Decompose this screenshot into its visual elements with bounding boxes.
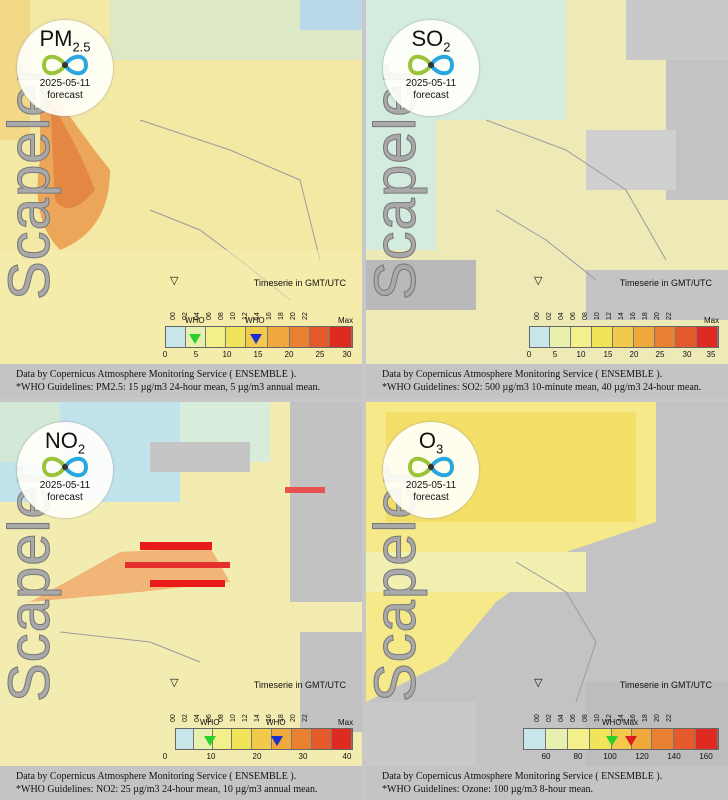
max-label: Max <box>338 718 354 727</box>
time-pointer-icon[interactable]: ▽ <box>534 275 543 287</box>
time-pointer-icon[interactable]: ▽ <box>534 677 543 689</box>
max-label: Max <box>704 316 720 325</box>
scapeler-logo-icon <box>407 54 455 76</box>
color-scale <box>529 326 719 348</box>
forecast-label: forecast <box>413 90 449 101</box>
who-label: WHO <box>185 316 205 325</box>
timeserie-label: Timeserie in GMT/UTC <box>253 278 346 288</box>
scapeler-logo-icon <box>41 54 89 76</box>
timeserie-label: Timeserie in GMT/UTC <box>619 278 712 288</box>
forecast-label: forecast <box>413 492 449 503</box>
color-scale <box>523 728 719 750</box>
forecast-date: 2025-05-11 <box>39 78 91 89</box>
footer-note: Data by Copernicus Atmosphere Monitoring… <box>366 364 728 398</box>
timeserie-label: Timeserie in GMT/UTC <box>253 680 346 690</box>
time-pointer-icon[interactable]: ▽ <box>170 275 179 287</box>
who-marker-red-icon <box>625 736 637 746</box>
who-marker-blue-icon <box>250 334 262 344</box>
panel-no2: Scapeler NO2 2025-05-11 forecast Timeser… <box>0 402 362 800</box>
pollutant-title: SO2 <box>411 26 451 55</box>
who-marker-green-icon <box>606 736 618 746</box>
who-label: WHO <box>245 316 265 325</box>
footer-note: Data by Copernicus Atmosphere Monitoring… <box>0 364 362 398</box>
forecast-date: 2025-05-11 <box>39 480 91 491</box>
forecast-label: forecast <box>47 492 83 503</box>
forecast-date: 2025-05-11 <box>405 78 457 89</box>
pollutant-badge: NO2 2025-05-11 forecast <box>17 422 113 518</box>
pm25-map <box>0 0 362 364</box>
pollutant-badge: SO2 2025-05-11 forecast <box>383 20 479 116</box>
forecast-date: 2025-05-11 <box>405 480 457 491</box>
who-label: WHO <box>602 718 622 727</box>
color-scale <box>175 728 353 750</box>
panel-o3: Scapeler O3 2025-05-11 forecast Timeseri… <box>366 402 728 800</box>
who-label: WHO <box>266 718 286 727</box>
panel-pm25: Scapeler PM2.5 2025-05-11 forecast Times… <box>0 0 362 398</box>
hour-axis: 00 02 04 06 08 10 12 14 16 18 20 22 <box>534 312 673 320</box>
who-marker-green-icon <box>189 334 201 344</box>
hour-axis: 00 02 04 06 08 10 12 14 16 18 20 22 <box>170 714 309 722</box>
pollutant-badge: PM2.5 2025-05-11 forecast <box>17 20 113 116</box>
panel-so2: Scapeler SO2 2025-05-11 forecast Timeser… <box>366 0 728 398</box>
who-marker-blue-icon <box>271 736 283 746</box>
max-label: Max <box>338 316 354 325</box>
pollutant-title: O3 <box>418 428 444 457</box>
footer-note: Data by Copernicus Atmosphere Monitoring… <box>0 766 362 800</box>
who-label: WHO <box>200 718 220 727</box>
scapeler-logo-icon <box>407 456 455 478</box>
time-pointer-icon[interactable]: ▽ <box>170 677 179 689</box>
max-label: Max <box>623 718 639 727</box>
forecast-label: forecast <box>47 90 83 101</box>
pollutant-title: NO2 <box>44 428 86 457</box>
footer-note: Data by Copernicus Atmosphere Monitoring… <box>366 766 728 800</box>
who-marker-green-icon <box>204 736 216 746</box>
pollutant-title: PM2.5 <box>39 26 91 55</box>
pollutant-badge: O3 2025-05-11 forecast <box>383 422 479 518</box>
scapeler-logo-icon <box>41 456 89 478</box>
timeserie-label: Timeserie in GMT/UTC <box>619 680 712 690</box>
